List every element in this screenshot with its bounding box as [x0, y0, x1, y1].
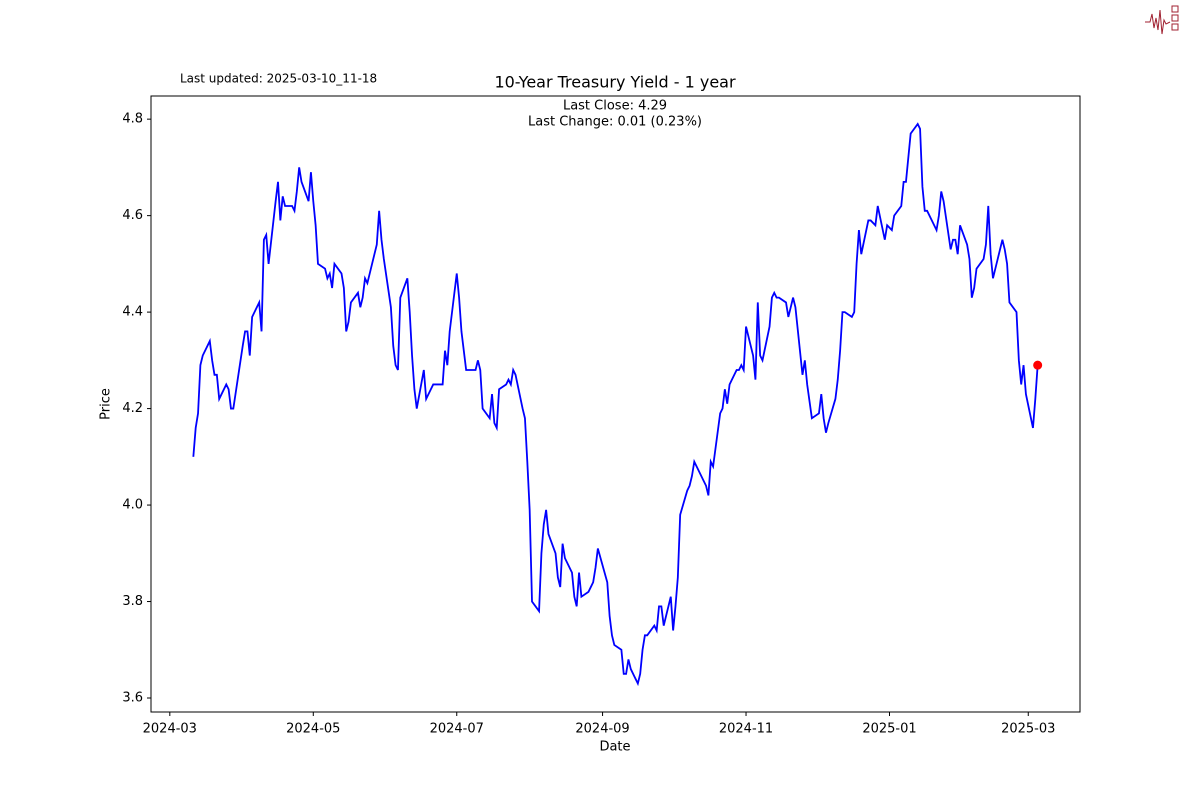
- annotation: Last Close: 4.29: [563, 99, 667, 114]
- last-close-marker: [1033, 360, 1043, 370]
- chart-title: 10-Year Treasury Yield - 1 year: [494, 73, 736, 92]
- logo-wave: [1145, 9, 1171, 35]
- x-axis-label: Date: [599, 740, 630, 755]
- y-tick-label: 4.8: [122, 112, 143, 127]
- price-line: [192, 122, 1039, 687]
- y-tick-label: 3.6: [122, 691, 143, 706]
- y-tick-label: 4.2: [122, 401, 143, 416]
- subtitle: Last updated: 2025-03-10_11-18: [180, 72, 377, 86]
- x-tick-label: 2025-03: [1001, 722, 1055, 737]
- logo-box: [1171, 5, 1179, 13]
- logo-box: [1171, 23, 1179, 31]
- y-axis-label: Price: [99, 388, 114, 420]
- annotation: Last Change: 0.01 (0.23%): [528, 115, 702, 130]
- x-tick-label: 2024-03: [143, 722, 197, 737]
- x-tick-label: 2024-05: [286, 722, 340, 737]
- y-tick-label: 4.4: [122, 305, 143, 320]
- plot-frame: [150, 95, 1081, 713]
- y-tick-label: 3.8: [122, 594, 143, 609]
- y-tick-label: 4.6: [122, 208, 143, 223]
- x-tick-label: 2024-09: [575, 722, 629, 737]
- x-tick-label: 2024-11: [719, 722, 773, 737]
- logo-box: [1171, 14, 1179, 22]
- x-tick-label: 2025-01: [862, 722, 916, 737]
- x-tick-label: 2024-07: [430, 722, 484, 737]
- y-tick-label: 4.0: [122, 498, 143, 513]
- logo: [1145, 5, 1179, 35]
